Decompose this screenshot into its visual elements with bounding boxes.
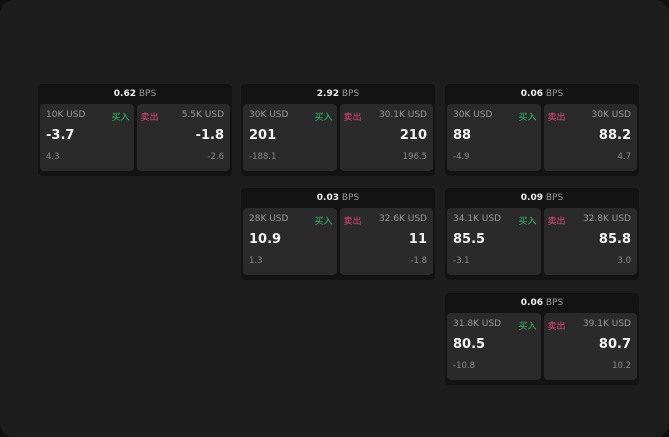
spread-unit: BPS xyxy=(545,298,564,308)
bid-change: -4.9 xyxy=(453,152,470,162)
quote-panel: 2.92 BPS 30K USD 买入 201 -188.1 卖出 30.1K … xyxy=(241,84,435,176)
spread-unit: BPS xyxy=(138,89,157,99)
buy-button[interactable]: 31.8K USD 买入 80.5 -10.8 xyxy=(447,313,541,380)
sell-button[interactable]: 卖出 30K USD 88.2 4.7 xyxy=(543,104,637,171)
buy-label: 买入 xyxy=(314,113,333,123)
bid-change: -3.1 xyxy=(453,256,470,266)
ask-price: 210 xyxy=(399,128,427,143)
ask-change: -1.8 xyxy=(410,256,427,266)
spread-header: 0.06 BPS xyxy=(445,84,639,104)
bid-change: 1.3 xyxy=(249,256,263,266)
bid-quantity: 30K USD xyxy=(453,110,493,120)
ask-quantity: 32.8K USD xyxy=(582,214,631,224)
ask-price: 88.2 xyxy=(598,128,631,143)
buy-button[interactable]: 10K USD 买入 -3.7 4.3 xyxy=(40,104,134,171)
sell-label: 卖出 xyxy=(547,217,566,227)
buy-label: 买入 xyxy=(111,113,130,123)
spread-value: 0.06 xyxy=(520,298,543,308)
bid-price: 80.5 xyxy=(453,337,486,352)
sell-label: 卖出 xyxy=(140,113,159,123)
ask-change: 10.2 xyxy=(612,361,631,371)
bid-price: 10.9 xyxy=(249,232,282,247)
quote-panel: 0.62 BPS 10K USD 买入 -3.7 4.3 卖出 5.5K USD… xyxy=(38,84,232,176)
spread-value: 2.92 xyxy=(316,89,339,99)
buy-button[interactable]: 34.1K USD 买入 85.5 -3.1 xyxy=(447,208,541,275)
ask-change: 3.0 xyxy=(617,256,631,266)
bid-quantity: 30K USD xyxy=(249,110,289,120)
sell-button[interactable]: 卖出 39.1K USD 80.7 10.2 xyxy=(543,313,637,380)
quote-panel: 0.06 BPS 30K USD 买入 88 -4.9 卖出 30K USD 8… xyxy=(445,84,639,176)
ask-quantity: 30.1K USD xyxy=(378,110,427,120)
bid-quantity: 28K USD xyxy=(249,214,289,224)
ask-quantity: 32.6K USD xyxy=(378,214,427,224)
sell-label: 卖出 xyxy=(547,322,566,332)
sell-button[interactable]: 卖出 5.5K USD -1.8 -2.6 xyxy=(136,104,230,171)
bid-price: 88 xyxy=(453,128,472,143)
spread-header: 0.06 BPS xyxy=(445,293,639,313)
sell-button[interactable]: 卖出 30.1K USD 210 196.5 xyxy=(339,104,433,171)
ask-change: -2.6 xyxy=(207,152,224,162)
spread-value: 0.62 xyxy=(113,89,136,99)
buy-button[interactable]: 30K USD 买入 88 -4.9 xyxy=(447,104,541,171)
buy-label: 买入 xyxy=(518,217,537,227)
bid-price: 85.5 xyxy=(453,232,486,247)
spread-value: 0.03 xyxy=(316,193,339,203)
bid-quantity: 34.1K USD xyxy=(453,214,502,224)
ask-quantity: 39.1K USD xyxy=(582,319,631,329)
bid-price: -3.7 xyxy=(46,128,75,143)
ask-change: 4.7 xyxy=(617,152,631,162)
ask-price: 85.8 xyxy=(598,232,631,247)
spread-unit: BPS xyxy=(545,89,564,99)
spread-header: 0.62 BPS xyxy=(38,84,232,104)
ask-change: 196.5 xyxy=(402,152,427,162)
bid-change: -10.8 xyxy=(453,361,475,371)
ask-price: 80.7 xyxy=(598,337,631,352)
bid-change: -188.1 xyxy=(249,152,277,162)
bid-price: 201 xyxy=(249,128,277,143)
quote-panel: 0.03 BPS 28K USD 买入 10.9 1.3 卖出 32.6K US… xyxy=(241,188,435,280)
buy-button[interactable]: 30K USD 买入 201 -188.1 xyxy=(243,104,337,171)
sell-label: 卖出 xyxy=(547,113,566,123)
quote-panel: 0.06 BPS 31.8K USD 买入 80.5 -10.8 卖出 39.1… xyxy=(445,293,639,385)
buy-button[interactable]: 28K USD 买入 10.9 1.3 xyxy=(243,208,337,275)
ask-price: -1.8 xyxy=(195,128,224,143)
spread-unit: BPS xyxy=(341,89,360,99)
ask-price: 11 xyxy=(408,232,427,247)
spread-unit: BPS xyxy=(545,193,564,203)
buy-label: 买入 xyxy=(518,113,537,123)
spread-header: 0.03 BPS xyxy=(241,188,435,208)
sell-button[interactable]: 卖出 32.8K USD 85.8 3.0 xyxy=(543,208,637,275)
quote-panel: 0.09 BPS 34.1K USD 买入 85.5 -3.1 卖出 32.8K… xyxy=(445,188,639,280)
ask-quantity: 30K USD xyxy=(591,110,631,120)
spread-value: 0.06 xyxy=(520,89,543,99)
ask-quantity: 5.5K USD xyxy=(181,110,224,120)
buy-label: 买入 xyxy=(314,217,333,227)
bid-quantity: 31.8K USD xyxy=(453,319,502,329)
spread-value: 0.09 xyxy=(520,193,543,203)
bid-quantity: 10K USD xyxy=(46,110,86,120)
spread-header: 0.09 BPS xyxy=(445,188,639,208)
spread-unit: BPS xyxy=(341,193,360,203)
bid-change: 4.3 xyxy=(46,152,60,162)
sell-label: 卖出 xyxy=(343,217,362,227)
buy-label: 买入 xyxy=(518,322,537,332)
sell-button[interactable]: 卖出 32.6K USD 11 -1.8 xyxy=(339,208,433,275)
sell-label: 卖出 xyxy=(343,113,362,123)
spread-header: 2.92 BPS xyxy=(241,84,435,104)
